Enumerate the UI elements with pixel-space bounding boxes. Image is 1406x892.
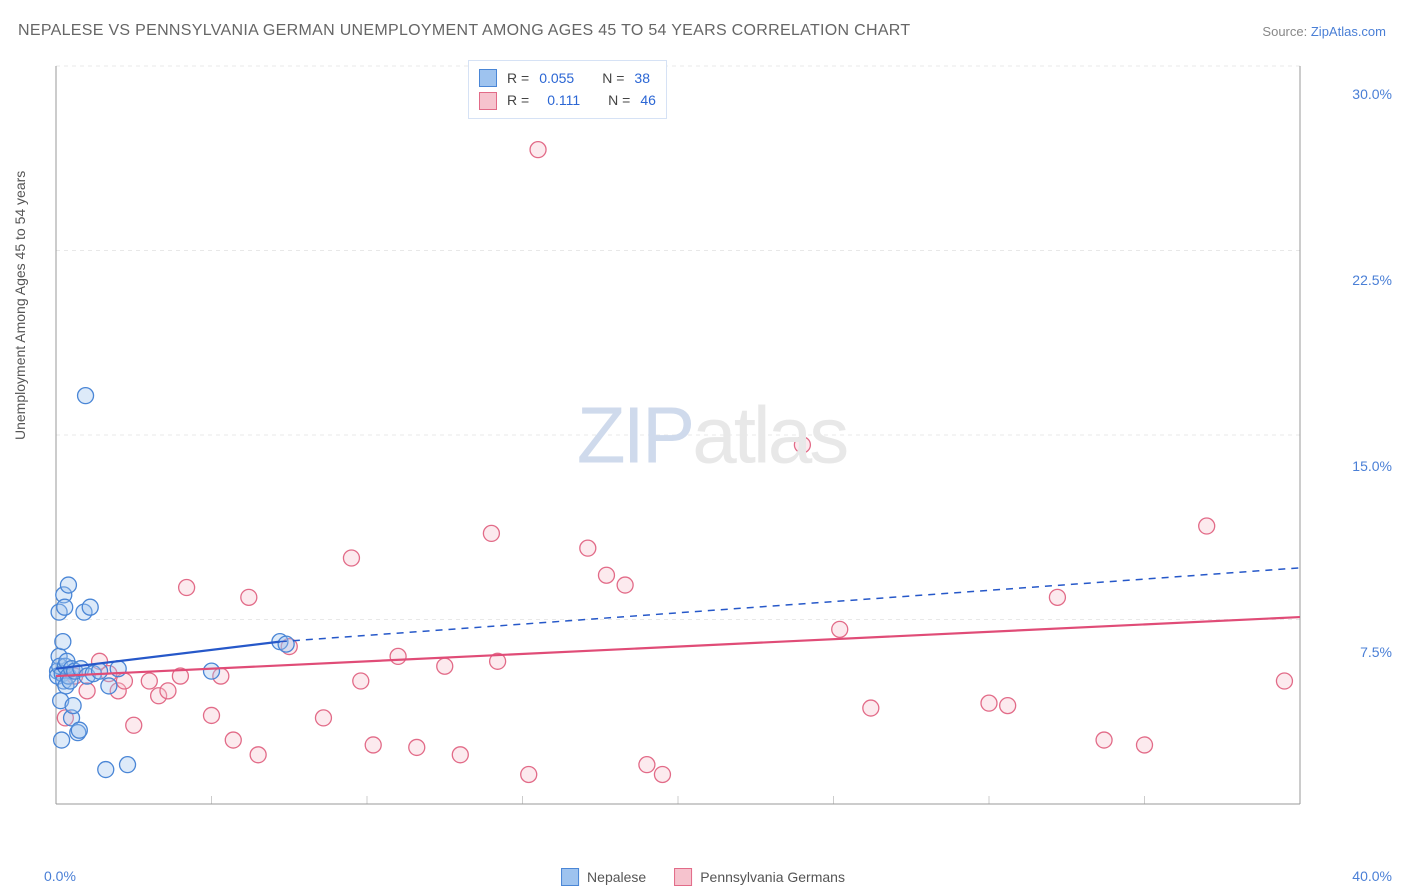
source-label: Source: xyxy=(1262,24,1307,39)
source-credit: Source: ZipAtlas.com xyxy=(1262,24,1386,39)
chart-title: NEPALESE VS PENNSYLVANIA GERMAN UNEMPLOY… xyxy=(18,22,910,40)
legend-item-nepalese: Nepalese xyxy=(561,868,646,886)
n-label: N = xyxy=(608,89,630,111)
legend-swatch-nepalese xyxy=(479,69,497,87)
xtick-0: 0.0% xyxy=(44,868,76,884)
r-value-nepalese: 0.055 xyxy=(539,67,574,89)
plot-svg xyxy=(48,58,1348,828)
legend-swatch-icon xyxy=(674,868,692,886)
legend-swatch-icon xyxy=(561,868,579,886)
ytick-15: 15.0% xyxy=(1352,458,1392,474)
legend-label-nepalese: Nepalese xyxy=(587,869,646,885)
legend-item-pgerman: Pennsylvania Germans xyxy=(674,868,845,886)
legend-label-pgerman: Pennsylvania Germans xyxy=(700,869,845,885)
n-value-nepalese: 38 xyxy=(634,67,650,89)
series-legend: Nepalese Pennsylvania Germans xyxy=(561,868,845,886)
r-label: R = xyxy=(507,67,529,89)
legend-row-pgerman: R = 0.111 N = 46 xyxy=(479,89,656,111)
correlation-legend: R = 0.055 N = 38 R = 0.111 N = 46 xyxy=(468,60,667,119)
n-label: N = xyxy=(602,67,624,89)
scatter-plot: ZIPatlas xyxy=(48,58,1348,828)
r-value-pgerman: 0.111 xyxy=(547,89,580,111)
xtick-40: 40.0% xyxy=(1352,868,1392,884)
ytick-30: 30.0% xyxy=(1352,86,1392,102)
ytick-7-5: 7.5% xyxy=(1360,644,1392,660)
ytick-22-5: 22.5% xyxy=(1352,272,1392,288)
r-label: R = xyxy=(507,89,529,111)
legend-swatch-pgerman xyxy=(479,92,497,110)
legend-row-nepalese: R = 0.055 N = 38 xyxy=(479,67,656,89)
source-link[interactable]: ZipAtlas.com xyxy=(1311,24,1386,39)
n-value-pgerman: 46 xyxy=(640,89,656,111)
y-axis-label: Unemployment Among Ages 45 to 54 years xyxy=(12,171,28,440)
